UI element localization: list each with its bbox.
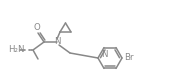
Text: O: O [34, 23, 40, 32]
Text: H₂N: H₂N [8, 46, 25, 55]
Text: N: N [54, 38, 60, 46]
Text: N: N [101, 50, 107, 59]
Text: Br: Br [124, 53, 134, 63]
